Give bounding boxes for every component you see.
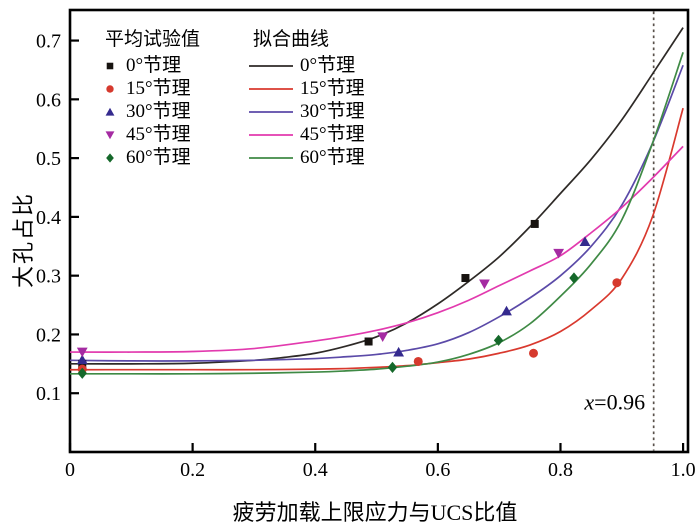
y-tick-label: 0.5	[36, 148, 61, 170]
y-tick-label: 0.3	[36, 266, 61, 288]
legend-scatter-item-2: 30°节理	[99, 100, 247, 123]
legend-label: 45°节理	[126, 124, 191, 145]
legend-label: 30°节理	[300, 101, 365, 122]
legend-line-header: 拟合曲线	[253, 29, 330, 50]
line-swatch-icon	[247, 59, 295, 73]
y-tick-label: 0.4	[36, 207, 61, 229]
legend-label: 45°节理	[300, 124, 365, 145]
x-tick-label: 0.6	[425, 459, 450, 481]
legend-line-item-0: 0°节理	[247, 54, 365, 77]
legend-scatter-column: 平均试验值 0°节理 15°节理 30°节理 45°节理 60°节理	[99, 27, 247, 169]
axes-ticks: 0 0.2 0.4 0.6 0.8 1.0 0.1 0.2 0.3 0.4 0.5 0.6 0.7	[36, 31, 696, 481]
x-tick-label: 0.4	[303, 459, 328, 481]
y-axis-title: 大孔占比	[11, 191, 36, 289]
legend-label: 0°节理	[300, 55, 356, 76]
legend-scatter-item-4: 60°节理	[99, 146, 247, 169]
x-tick-label: 0.2	[180, 459, 205, 481]
legend-label: 60°节理	[300, 147, 365, 168]
line-swatch-icon	[247, 151, 295, 165]
legend-line-item-1: 15°节理	[247, 77, 365, 100]
points-0°节理	[78, 219, 539, 368]
x-axis-title: 疲劳加载上限应力与UCS比值	[232, 500, 518, 525]
legend-line-item-3: 45°节理	[247, 123, 365, 146]
points-60°节理	[77, 272, 579, 379]
y-tick-label: 0.2	[36, 324, 61, 346]
legend-label: 15°节理	[300, 78, 365, 99]
y-tick-label: 0.6	[36, 89, 61, 111]
points-30°节理	[76, 236, 591, 365]
curve-30°节理	[69, 64, 684, 362]
y-tick-label: 0.7	[36, 31, 61, 53]
vline-annotation: x=0.96	[583, 390, 645, 415]
square-marker-icon	[99, 59, 121, 73]
fitted-curves	[69, 27, 684, 375]
legend-scatter-item-3: 45°节理	[99, 123, 247, 146]
curve-60°节理	[69, 52, 684, 375]
diamond-marker-icon	[99, 151, 121, 165]
points-15°节理	[77, 278, 622, 374]
x-tick-label: 1.0	[671, 459, 696, 481]
legend-line-item-4: 60°节理	[247, 146, 365, 169]
triangle-up-marker-icon	[99, 105, 121, 119]
legend-line-column: 拟合曲线 0°节理 15°节理 30°节理 45°节理 60°节理	[247, 27, 365, 169]
circle-marker-icon	[99, 82, 121, 96]
legend-scatter-item-1: 15°节理	[99, 77, 247, 100]
line-swatch-icon	[247, 82, 295, 96]
legend-line-item-2: 30°节理	[247, 100, 365, 123]
points-45°节理	[76, 248, 565, 358]
legend-label: 30°节理	[126, 101, 191, 122]
triangle-down-marker-icon	[99, 128, 121, 142]
x-tick-label: 0	[65, 459, 75, 481]
curve-45°节理	[69, 145, 684, 353]
legend: 平均试验值 0°节理 15°节理 30°节理 45°节理 60°节理 拟合曲线 0°节理…	[99, 27, 365, 169]
plot-frame	[68, 8, 690, 454]
line-swatch-icon	[247, 128, 295, 142]
legend-label: 0°节理	[126, 55, 182, 76]
line-swatch-icon	[247, 105, 295, 119]
legend-scatter-item-0: 0°节理	[99, 54, 247, 77]
legend-label: 15°节理	[126, 78, 191, 99]
legend-label: 60°节理	[126, 147, 191, 168]
scatter-points	[76, 219, 622, 379]
legend-scatter-header: 平均试验值	[105, 29, 201, 50]
x-tick-label: 0.8	[548, 459, 573, 481]
curve-15°节理	[69, 107, 684, 371]
y-tick-label: 0.1	[36, 383, 61, 405]
